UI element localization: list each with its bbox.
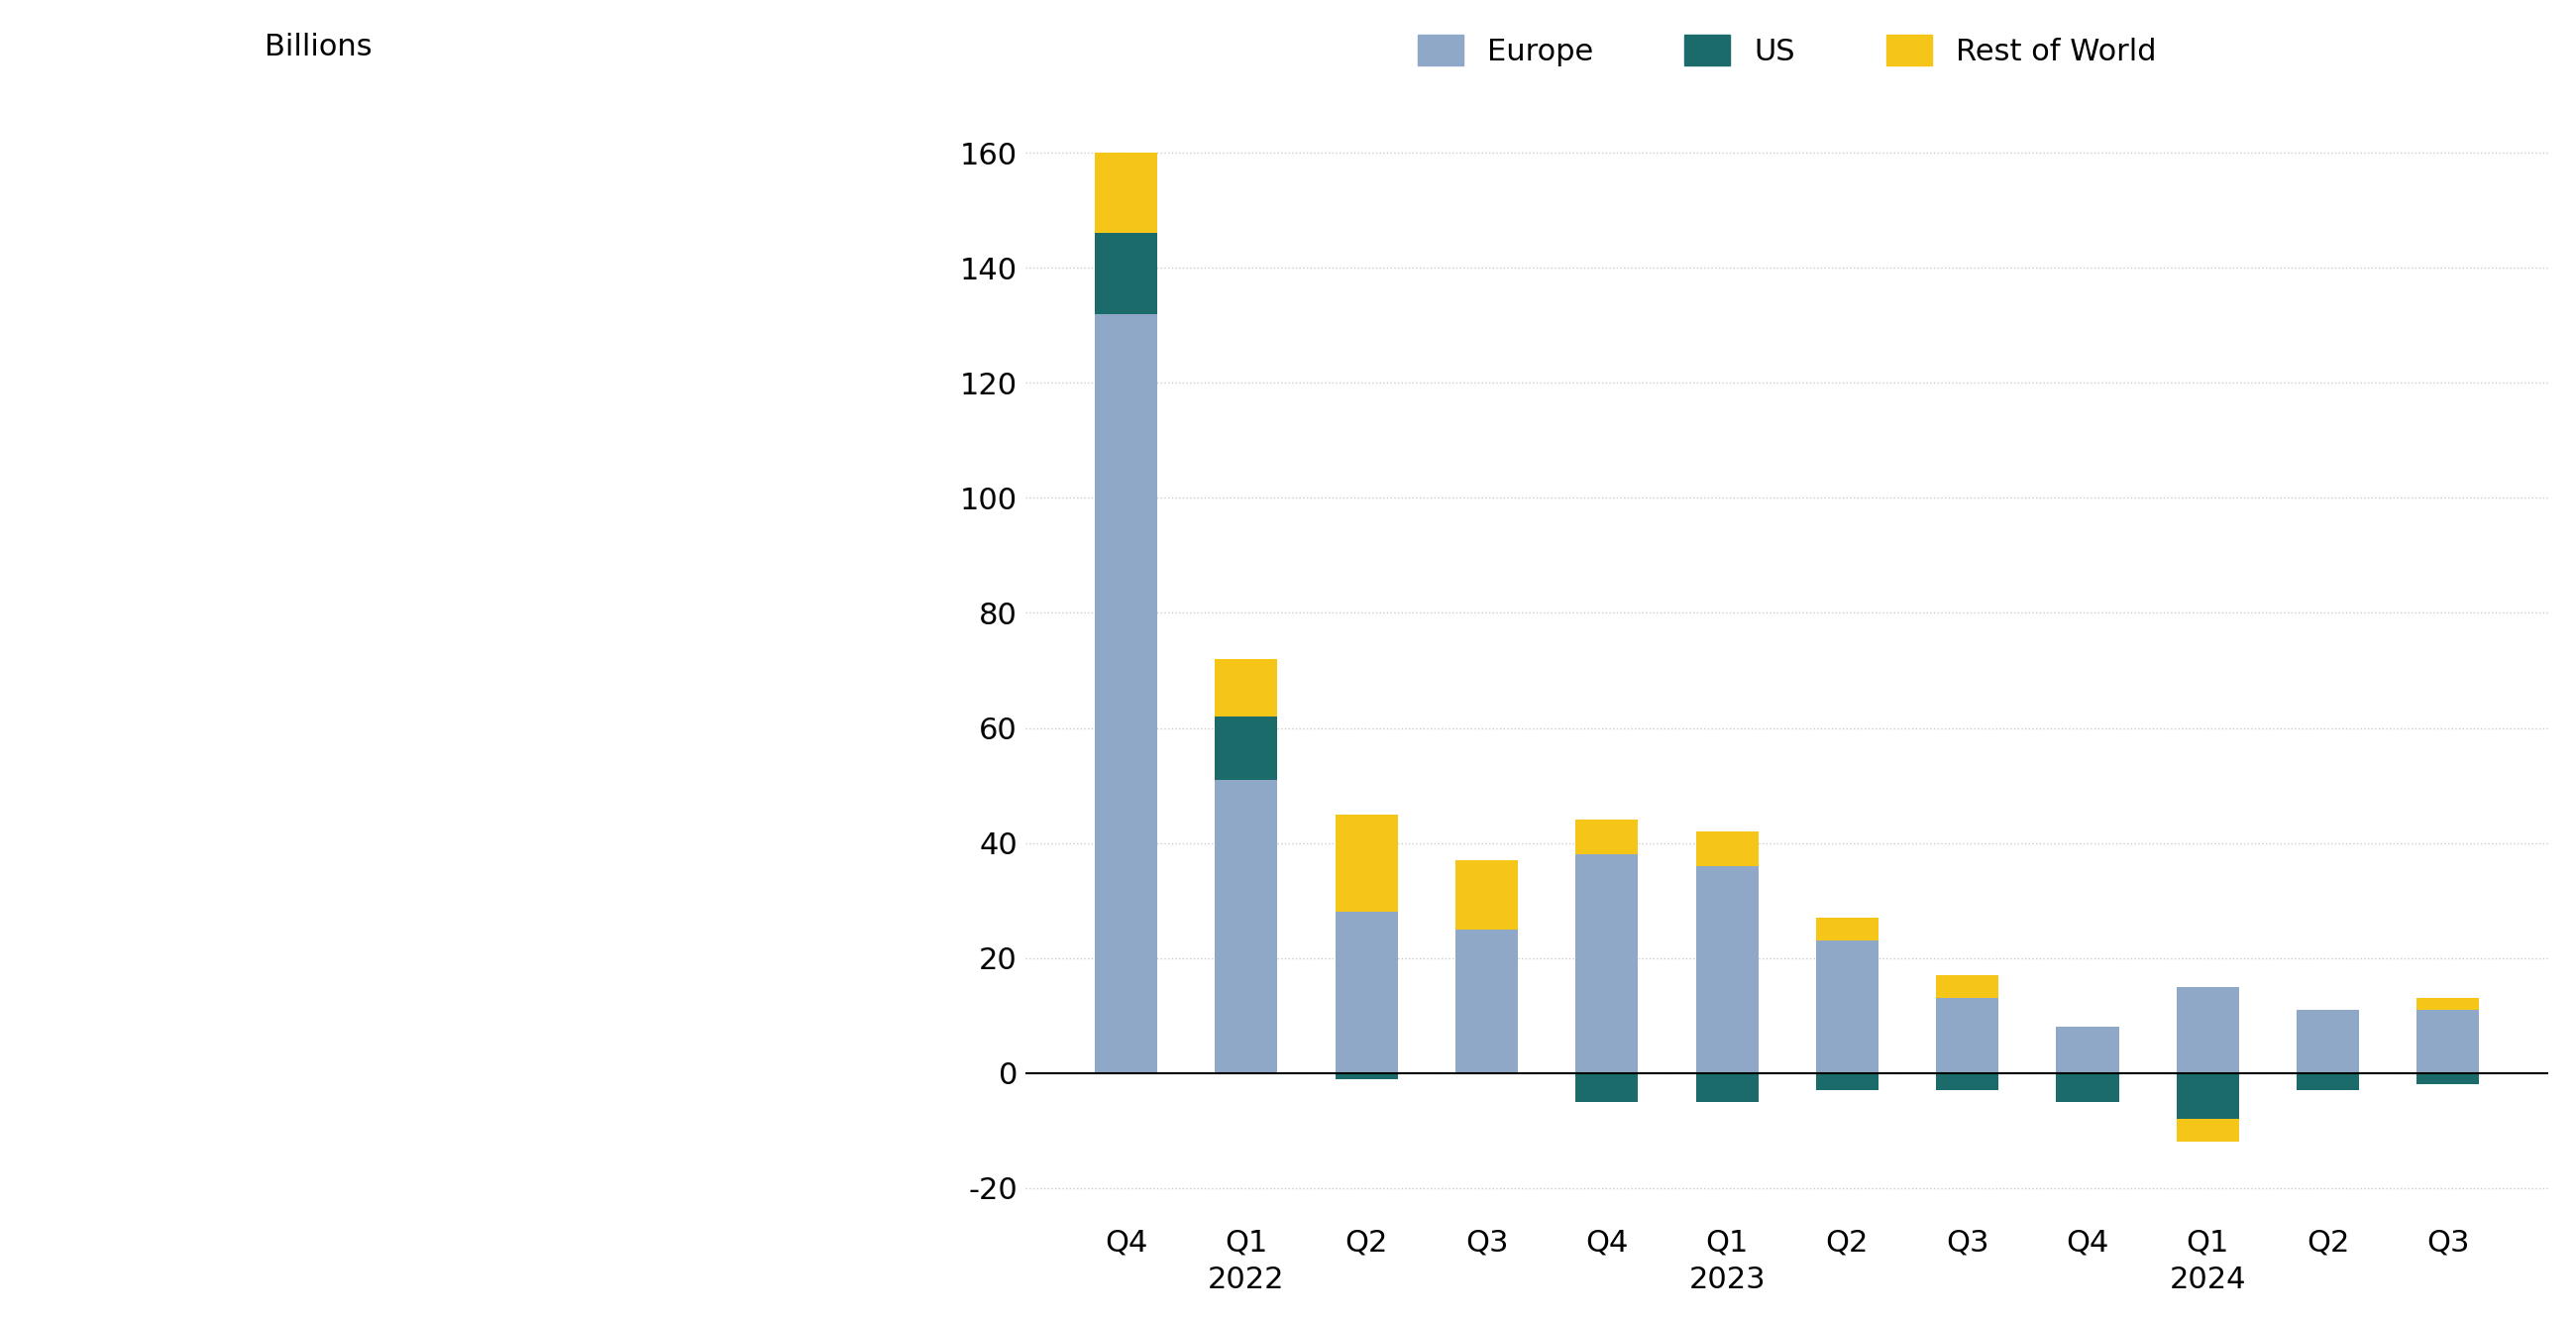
Bar (1695, 832, 1759, 866)
Bar (2416, 1073, 2478, 1084)
Bar (1334, 912, 1399, 1073)
Bar (1216, 717, 1278, 780)
Bar (1455, 861, 1517, 929)
Bar (1216, 658, 1278, 717)
Bar (2298, 1010, 2360, 1073)
Bar (1816, 1073, 1878, 1091)
Bar (1937, 998, 1999, 1073)
Bar (2056, 1073, 2120, 1101)
Bar (2416, 1010, 2478, 1073)
Bar (2056, 1027, 2120, 1073)
Bar (1334, 1073, 1399, 1079)
Bar (1577, 854, 1638, 1073)
Bar (1937, 976, 1999, 998)
Bar (1695, 1073, 1759, 1101)
Bar (2177, 986, 2239, 1073)
Bar (1816, 941, 1878, 1073)
Bar (1095, 233, 1157, 313)
Bar (1216, 780, 1278, 1073)
Bar (1695, 866, 1759, 1073)
Bar (1334, 814, 1399, 912)
Bar (1455, 929, 1517, 1073)
Bar (1816, 917, 1878, 941)
Bar (1577, 1073, 1638, 1101)
Bar (2177, 1073, 2239, 1120)
Bar (2298, 1073, 2360, 1091)
Bar (1937, 1073, 1999, 1091)
Bar (2416, 998, 2478, 1010)
Bar (2177, 1120, 2239, 1142)
Text: Billions: Billions (265, 32, 371, 61)
Legend: Europe, US, Rest of World: Europe, US, Rest of World (1404, 20, 2172, 82)
Bar (1577, 820, 1638, 854)
Bar (1095, 152, 1157, 233)
Bar (1095, 313, 1157, 1073)
